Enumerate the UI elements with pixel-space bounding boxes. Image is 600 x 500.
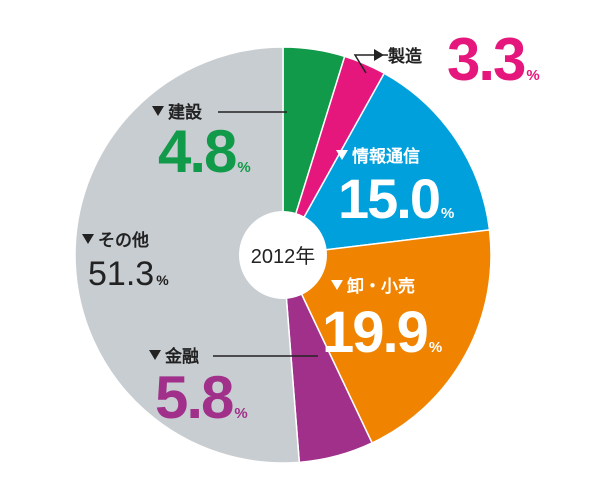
slice-category-label-1: 製造 bbox=[387, 46, 423, 66]
slice-percent-label-0: 4.8% bbox=[158, 118, 250, 185]
slice-percent-label-1: 3.3% bbox=[447, 26, 539, 93]
slice-percent-label-3: 19.9% bbox=[322, 300, 442, 365]
triangle-marker-icon bbox=[336, 150, 348, 160]
center-hole bbox=[239, 211, 327, 299]
slice-percent-label-2: 15.0% bbox=[338, 167, 454, 230]
triangle-marker-icon bbox=[82, 234, 94, 244]
slice-category-label-2: 情報通信 bbox=[352, 146, 420, 166]
pie-slice-2 bbox=[281, 72, 491, 256]
triangle-marker-icon bbox=[152, 106, 164, 116]
pie-slice-5 bbox=[74, 46, 301, 464]
pie-slices bbox=[74, 46, 492, 464]
slice-category-label-0: 建設 bbox=[168, 102, 203, 122]
slice-category-label-4: 金融 bbox=[164, 346, 199, 366]
triangle-marker-icon bbox=[149, 350, 161, 360]
triangle-marker-icon bbox=[374, 49, 384, 61]
slice-percent-label-4: 5.8% bbox=[155, 364, 247, 431]
slice-percent-label-5: 51.3% bbox=[88, 255, 169, 293]
center-year-label: 2012年 bbox=[251, 245, 316, 268]
slice-category-label-3: 卸・小売 bbox=[347, 276, 415, 296]
triangle-marker-icon bbox=[331, 280, 343, 290]
slice-category-label-5: その他 bbox=[98, 230, 149, 250]
